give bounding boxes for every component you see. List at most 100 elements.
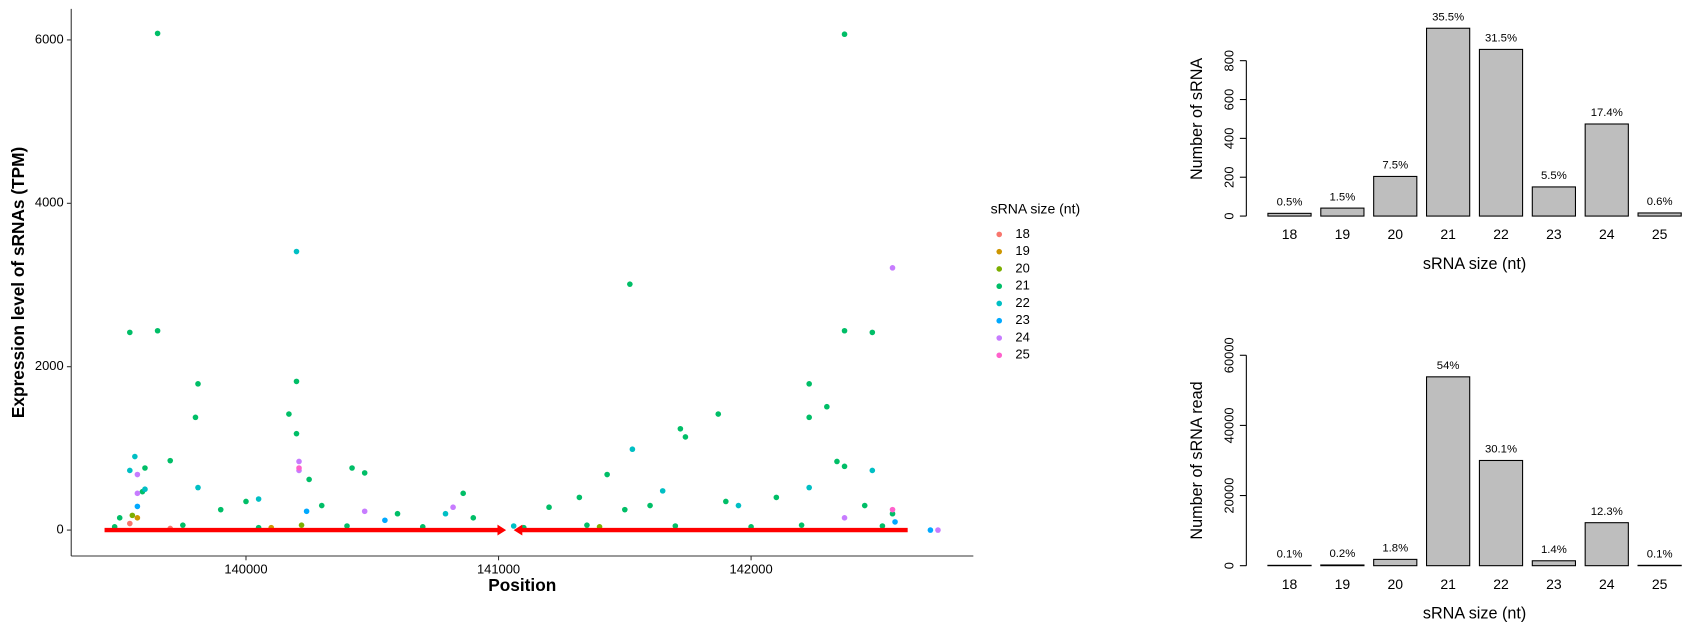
point	[869, 467, 876, 474]
x-tick-label: 23	[1546, 226, 1562, 242]
point	[361, 470, 368, 476]
x-tick-label: 20	[1387, 576, 1403, 592]
y-tick-label: 60000	[1222, 337, 1237, 373]
point	[217, 506, 224, 513]
x-tick-label: 24	[1599, 226, 1615, 242]
point	[806, 414, 812, 421]
point	[293, 378, 300, 385]
x-tick-label: 21	[1440, 226, 1456, 242]
point	[450, 504, 456, 511]
point	[470, 515, 477, 521]
legend-title: sRNA size (nt)	[991, 200, 1081, 216]
x-tick-label: 22	[1493, 226, 1509, 242]
y-tick-label: 800	[1222, 50, 1237, 72]
y-tick-label: 600	[1222, 89, 1237, 111]
legend-label: 22	[1015, 295, 1029, 310]
point	[773, 494, 780, 501]
y-tick-label: 40000	[1222, 407, 1237, 443]
bar-label: 31.5%	[1485, 33, 1517, 45]
gene-arrow	[513, 524, 908, 536]
bar-label: 0.2%	[1329, 548, 1355, 560]
bar	[1478, 459, 1524, 567]
point	[134, 515, 141, 521]
point	[879, 523, 886, 529]
point	[129, 512, 136, 519]
y-tick-label: 0	[56, 522, 63, 537]
bar	[1373, 558, 1418, 567]
point	[154, 30, 161, 37]
point	[318, 502, 325, 509]
point	[394, 510, 401, 517]
bar-label: 0.1%	[1647, 549, 1673, 561]
legend-key	[996, 248, 1003, 255]
point	[361, 508, 368, 515]
bar-label: 7.5%	[1382, 160, 1408, 172]
legend-key	[996, 231, 1003, 238]
point	[735, 502, 742, 509]
bar-label: 1.5%	[1329, 191, 1355, 203]
point	[134, 471, 141, 478]
x-tick-label: 20	[1387, 226, 1403, 242]
point	[293, 248, 300, 255]
point	[243, 498, 249, 505]
bar	[1584, 123, 1629, 217]
bar	[1478, 48, 1524, 217]
point	[861, 502, 868, 509]
point	[935, 527, 941, 533]
bar	[1426, 376, 1471, 567]
point	[195, 484, 201, 491]
point	[116, 515, 123, 521]
legend-label: 21	[1015, 278, 1029, 293]
point	[546, 504, 552, 511]
x-tick-label: 25	[1652, 226, 1668, 242]
point	[889, 265, 896, 271]
point	[889, 510, 896, 517]
point	[344, 523, 350, 529]
point	[576, 494, 583, 501]
point	[298, 522, 305, 528]
point	[927, 527, 934, 533]
bar-label: 5.5%	[1541, 170, 1567, 182]
y-tick-label: 2000	[35, 358, 64, 373]
x-axis-title: Position	[488, 575, 556, 595]
bar-label: 1.8%	[1382, 543, 1408, 555]
point	[841, 327, 848, 334]
bar-label: 0.6%	[1647, 196, 1673, 208]
point	[806, 381, 812, 387]
bar	[1320, 564, 1365, 567]
y-tick-label: 6000	[35, 31, 64, 46]
bar-label: 17.4%	[1591, 107, 1623, 119]
bar	[1267, 212, 1312, 217]
point	[127, 467, 133, 474]
x-tick-label: 21	[1440, 576, 1456, 592]
point	[723, 498, 729, 505]
bar-label: 12.3%	[1591, 506, 1623, 518]
point	[715, 411, 722, 417]
legend-label: 18	[1015, 226, 1029, 241]
x-tick-label: 19	[1335, 226, 1351, 242]
x-tick-label: 25	[1652, 576, 1668, 592]
point	[349, 465, 355, 471]
y-tick-label: 200	[1222, 166, 1237, 188]
point	[142, 486, 148, 493]
x-tick-label: 23	[1546, 576, 1562, 592]
point	[180, 522, 186, 528]
point	[460, 490, 466, 497]
point	[192, 414, 199, 421]
point	[296, 458, 302, 465]
bar-label: 35.5%	[1432, 11, 1464, 23]
point	[127, 329, 133, 336]
bar	[1373, 175, 1418, 217]
point	[142, 465, 148, 471]
point	[303, 508, 310, 515]
legend-key	[996, 352, 1003, 359]
x-axis-title: sRNA size (nt)	[1423, 255, 1526, 273]
bar-label: 30.1%	[1485, 444, 1517, 456]
legend-key	[996, 266, 1003, 272]
point	[824, 403, 830, 410]
gene-arrow	[104, 524, 507, 536]
point	[627, 281, 633, 287]
x-tick-label: 19	[1335, 576, 1351, 592]
legend-label: 23	[1015, 312, 1029, 327]
